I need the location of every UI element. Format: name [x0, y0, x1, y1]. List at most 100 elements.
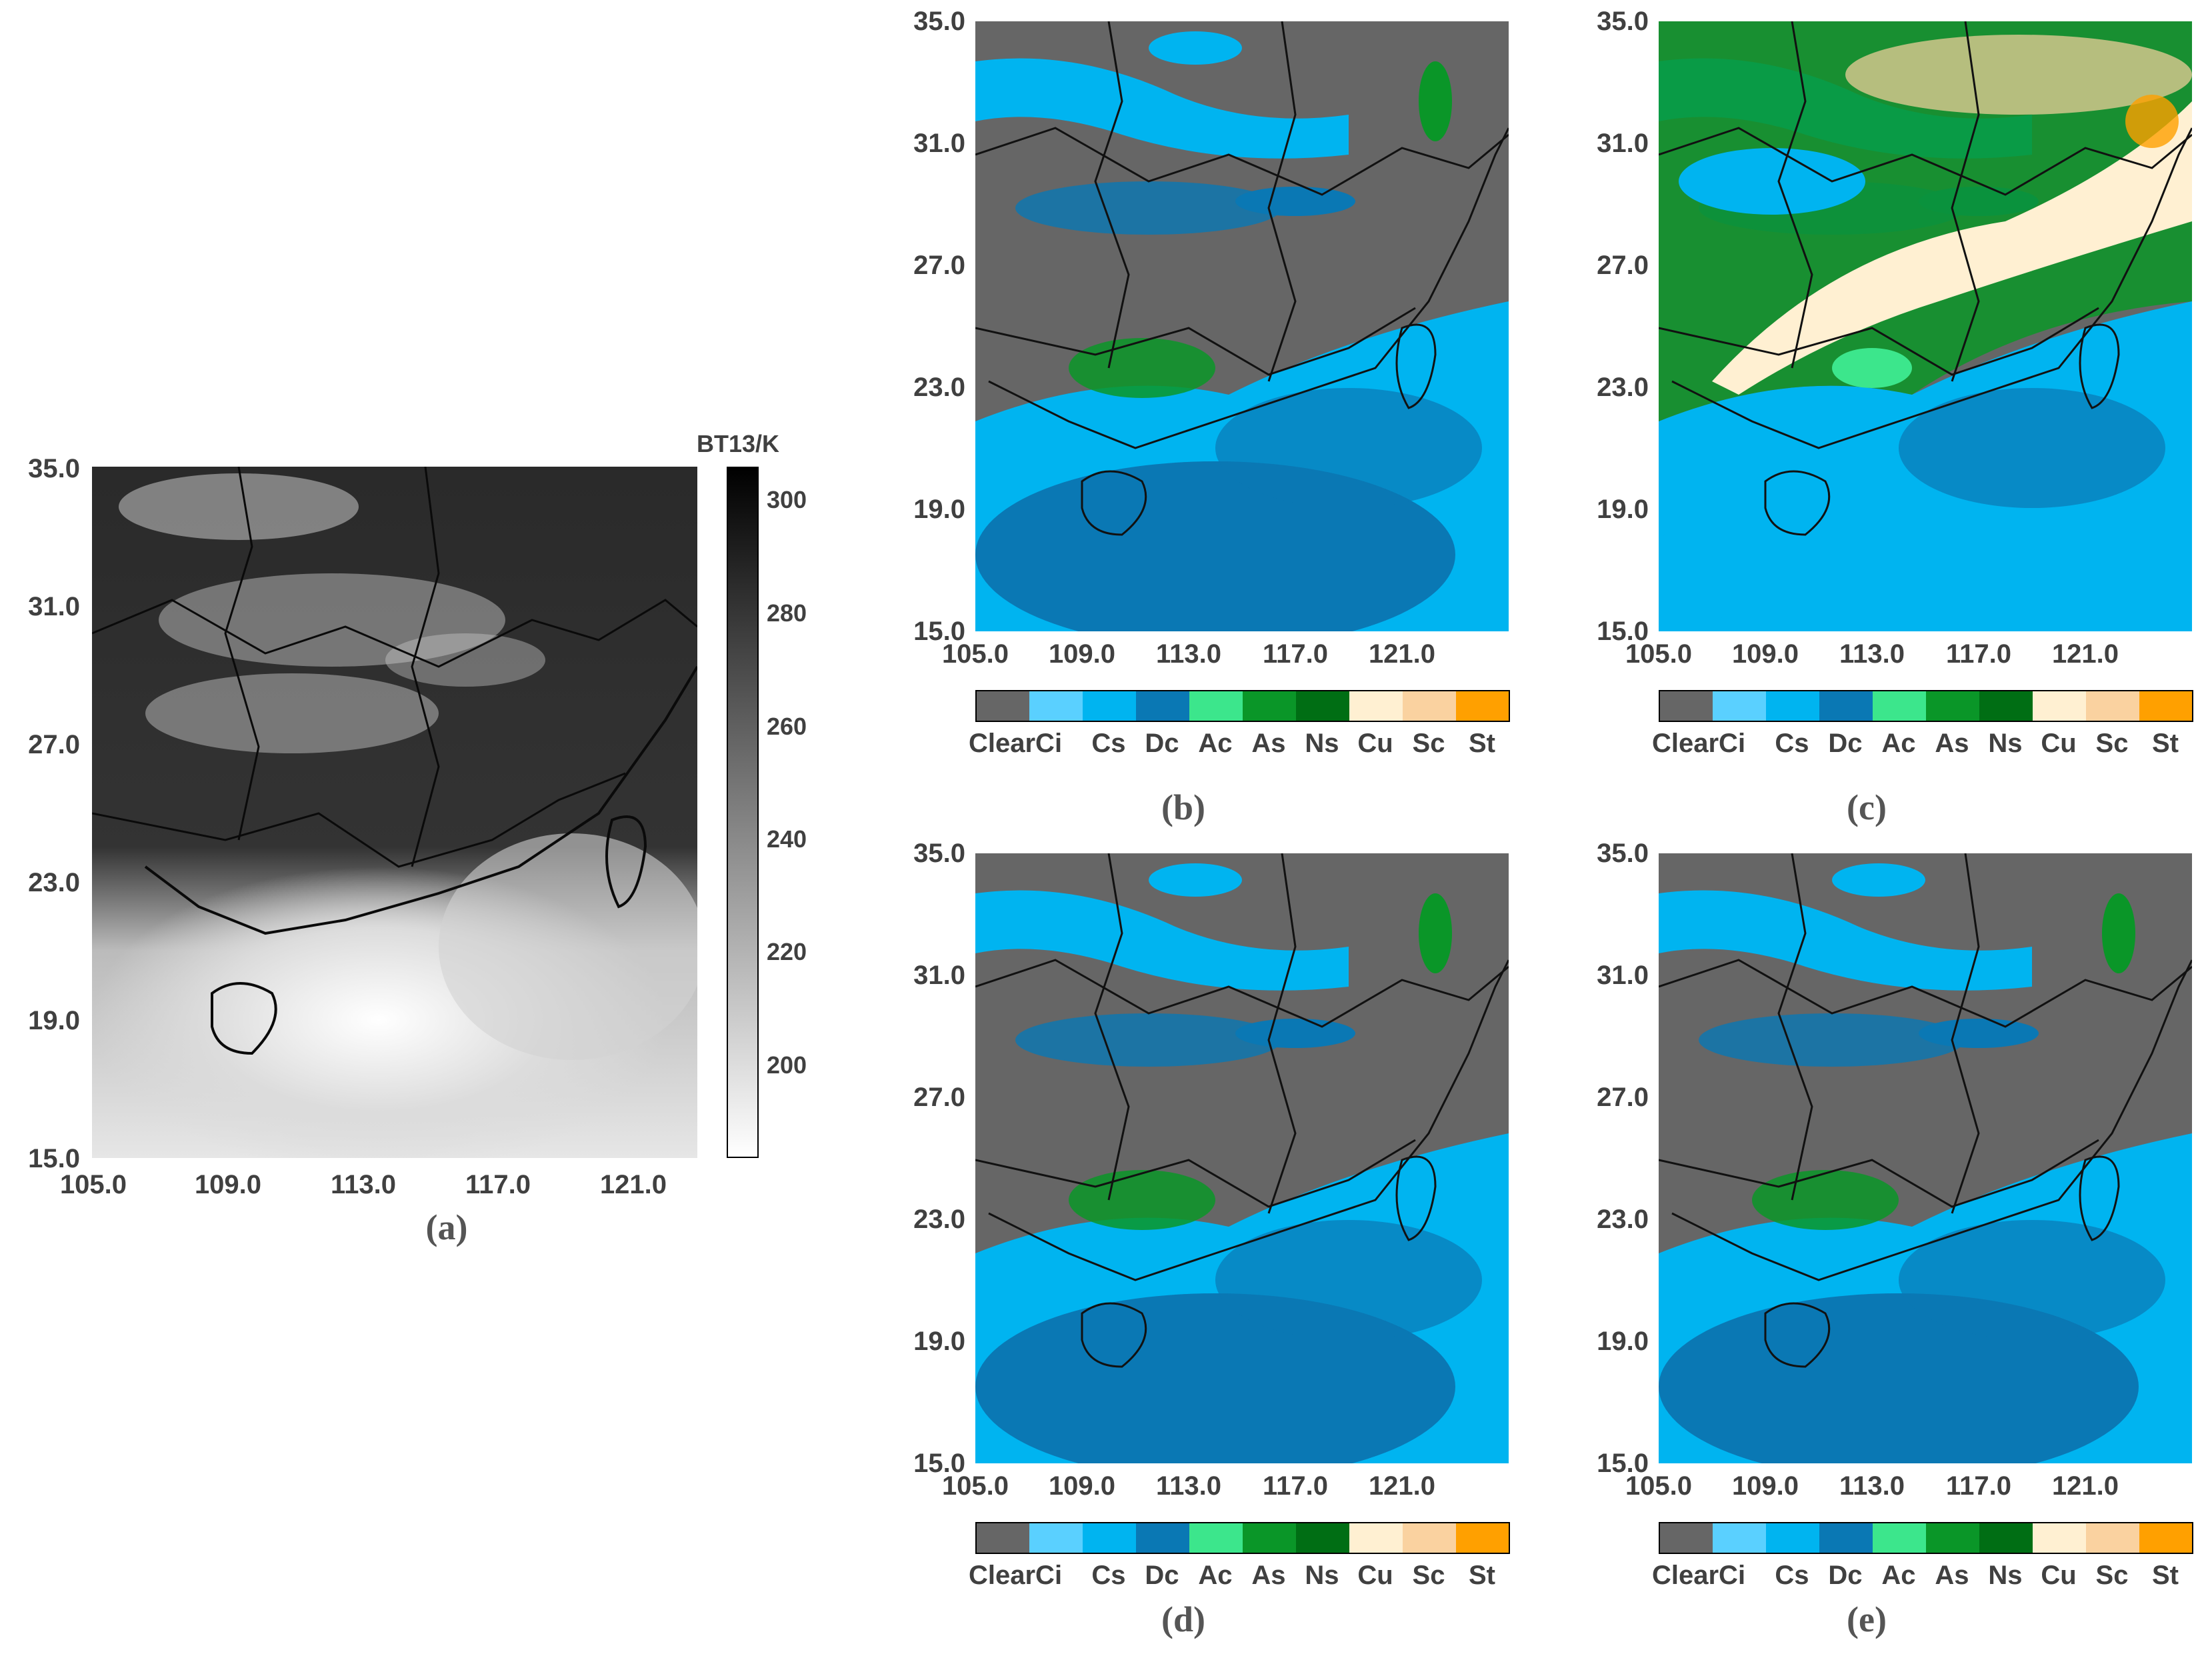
panel-label-b: (b)	[1161, 787, 1205, 827]
colorbar-label-clearci-e: ClearCi	[1652, 1561, 1746, 1590]
colorbar-swatch-dc-b	[1136, 691, 1189, 721]
colorbar-label-ns-b: Ns	[1305, 729, 1339, 758]
colorbar-label-st-e: St	[2152, 1561, 2179, 1590]
cloud-map-d	[975, 853, 1509, 1463]
colorbar-swatch-clear-e	[1659, 1523, 1713, 1553]
colorbar-label-ns-c: Ns	[1988, 729, 2023, 758]
lat-tick-d-1: 31.0	[913, 961, 965, 990]
lon-tick-b-2: 113.0	[1156, 639, 1221, 669]
lon-tick-a-0: 105.0	[59, 1170, 127, 1199]
colorbar-swatch-sc-c	[2086, 691, 2139, 721]
lat-tick-e-5: 15.0	[1597, 1449, 1649, 1478]
lat-tick-b-5: 15.0	[913, 617, 965, 646]
lon-tick-e-4: 121.0	[2051, 1471, 2119, 1501]
lon-tick-c-3: 117.0	[1946, 639, 2011, 669]
colorbar-label-st-b: St	[1469, 729, 1495, 758]
colorbar-label-cs-d: Cs	[1091, 1561, 1126, 1590]
colorbar-swatch-dc-c	[1819, 691, 1873, 721]
colorbar-swatch-st-e	[2139, 1523, 2193, 1553]
colorbar-swatch-cu-d	[1349, 1523, 1403, 1553]
lon-tick-c-2: 113.0	[1839, 639, 1905, 669]
panel-label-d: (d)	[1161, 1599, 1205, 1639]
lon-tick-b-3: 117.0	[1263, 639, 1328, 669]
colorbar-tick-260: 260	[767, 713, 807, 740]
lat-tick-d-3: 23.0	[913, 1205, 965, 1234]
colorbar-title-a: BT13/K	[697, 430, 780, 457]
colorbar-swatch-as-b	[1243, 691, 1296, 721]
lon-tick-b-1: 109.0	[1048, 639, 1116, 669]
colorbar-label-dc-d: Dc	[1145, 1561, 1179, 1590]
colorbar-label-st-c: St	[2152, 729, 2179, 758]
colorbar-tick-300: 300	[767, 486, 807, 513]
colorbar-swatch-as-d	[1243, 1523, 1296, 1553]
colorbar-swatch-st-d	[1456, 1523, 1509, 1553]
colorbar-label-as-d: As	[1251, 1561, 1286, 1590]
lon-tick-a-4: 121.0	[599, 1170, 667, 1199]
lon-tick-e-3: 117.0	[1946, 1471, 2011, 1501]
lon-tick-d-2: 113.0	[1156, 1471, 1221, 1501]
lat-tick-e-0: 35.0	[1597, 839, 1649, 868]
bt13-map-a	[92, 467, 697, 1158]
colorbar-label-clearci-c: ClearCi	[1652, 729, 1746, 758]
cloud-map-c	[1659, 21, 2192, 631]
lat-tick-e-1: 31.0	[1597, 961, 1649, 990]
colorbar-swatch-ac-d	[1189, 1523, 1243, 1553]
colorbar-label-cs-b: Cs	[1091, 729, 1126, 758]
colorbar-swatch-ci-e	[1713, 1523, 1766, 1553]
lat-tick-d-2: 27.0	[913, 1083, 965, 1112]
colorbar-label-cs-c: Cs	[1775, 729, 1809, 758]
colorbar-swatch-ac-c	[1873, 691, 1926, 721]
cloud-class-colorbar-b	[975, 690, 1510, 722]
lat-tick-a-3: 23.0	[28, 868, 80, 897]
colorbar-swatch-ns-e	[1979, 1523, 2033, 1553]
colorbar-swatch-ns-d	[1296, 1523, 1349, 1553]
cloud-class-colorbar-d	[975, 1522, 1510, 1554]
lat-tick-d-5: 15.0	[913, 1449, 965, 1478]
bt13-colorbar	[727, 467, 759, 1158]
lat-tick-b-1: 31.0	[913, 129, 965, 158]
colorbar-label-cs-e: Cs	[1775, 1561, 1809, 1590]
colorbar-label-as-b: As	[1251, 729, 1286, 758]
panel-label-a: (a)	[425, 1207, 468, 1247]
colorbar-label-ac-c: Ac	[1881, 729, 1916, 758]
colorbar-label-ns-d: Ns	[1305, 1561, 1339, 1590]
colorbar-label-ac-e: Ac	[1881, 1561, 1916, 1590]
colorbar-swatch-ac-b	[1189, 691, 1243, 721]
colorbar-swatch-sc-d	[1403, 1523, 1456, 1553]
colorbar-swatch-cs-c	[1766, 691, 1819, 721]
colorbar-swatch-cs-b	[1083, 691, 1136, 721]
lat-tick-e-4: 19.0	[1597, 1327, 1649, 1356]
colorbar-label-sc-d: Sc	[1412, 1561, 1445, 1590]
lon-tick-e-2: 113.0	[1839, 1471, 1905, 1501]
colorbar-label-clearci-d: ClearCi	[969, 1561, 1063, 1590]
colorbar-swatch-ci-c	[1713, 691, 1766, 721]
colorbar-swatch-st-c	[2139, 691, 2193, 721]
lat-tick-a-2: 27.0	[28, 730, 80, 759]
lon-tick-c-4: 121.0	[2051, 639, 2119, 669]
colorbar-swatch-cu-b	[1349, 691, 1403, 721]
lon-tick-a-1: 109.0	[194, 1170, 262, 1199]
colorbar-swatch-ci-d	[1029, 1523, 1083, 1553]
colorbar-label-ns-e: Ns	[1988, 1561, 2023, 1590]
lon-tick-e-1: 109.0	[1731, 1471, 1799, 1501]
cloud-map-b	[975, 21, 1509, 631]
colorbar-swatch-as-c	[1926, 691, 1979, 721]
colorbar-label-as-e: As	[1935, 1561, 1969, 1590]
lon-tick-c-0: 105.0	[1625, 639, 1693, 669]
lon-tick-c-1: 109.0	[1731, 639, 1799, 669]
panel-label-c: (c)	[1847, 787, 1887, 827]
colorbar-label-sc-e: Sc	[2095, 1561, 2129, 1590]
lon-tick-d-1: 109.0	[1048, 1471, 1116, 1501]
colorbar-label-st-d: St	[1469, 1561, 1495, 1590]
colorbar-swatch-cs-e	[1766, 1523, 1819, 1553]
colorbar-swatch-ac-e	[1873, 1523, 1926, 1553]
colorbar-swatch-dc-e	[1819, 1523, 1873, 1553]
lat-tick-b-3: 23.0	[913, 373, 965, 402]
lat-tick-e-3: 23.0	[1597, 1205, 1649, 1234]
lat-tick-d-4: 19.0	[913, 1327, 965, 1356]
colorbar-swatch-ns-b	[1296, 691, 1349, 721]
colorbar-swatch-cs-d	[1083, 1523, 1136, 1553]
colorbar-tick-280: 280	[767, 599, 807, 627]
lat-tick-a-4: 19.0	[28, 1006, 80, 1035]
colorbar-label-sc-c: Sc	[2095, 729, 2129, 758]
